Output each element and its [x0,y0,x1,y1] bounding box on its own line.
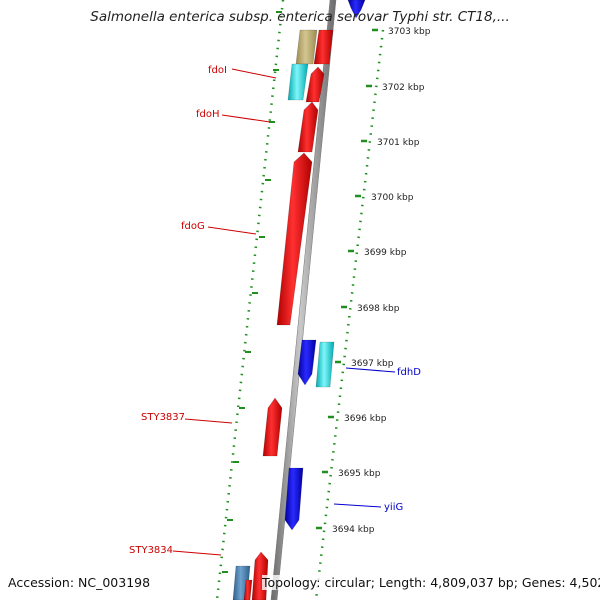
kbp-tick-label: 3699 kbp [364,248,407,258]
gene-label-leader [333,503,382,508]
kbp-tick-label: 3700 kbp [371,193,414,203]
gene-arrow-fdoG[interactable] [276,152,313,326]
outer-ruler-line [314,29,385,600]
gene-label-leader [207,226,257,235]
kbp-tick-label: 3702 kbp [382,83,425,93]
accession-text: Accession: NC_003198 [8,575,151,590]
kbp-tick-label: 3703 kbp [388,27,431,37]
gene-arrow-cyan-upper[interactable] [287,63,309,101]
kbp-tick-label: 3698 kbp [357,304,400,314]
kbp-tick-label: 3697 kbp [351,359,394,369]
gene-arrow-fdhD-blue[interactable] [297,339,317,386]
gene-label-sty3834[interactable]: STY3834 [129,545,173,556]
gene-label-leader [184,418,233,424]
kbp-tick-label: 3694 kbp [332,525,375,535]
gene-label-leader [231,68,277,79]
gene-label-leader [172,550,222,556]
gene-label-sty3837[interactable]: STY3837 [141,412,185,423]
gene-arrow-STY3837[interactable] [262,397,283,457]
gene-label-yiig[interactable]: yiiG [384,502,403,513]
genome-backbone [270,0,337,600]
gene-arrow-fdoI-red[interactable] [313,29,334,65]
gene-label-fdoi[interactable]: fdoI [208,65,227,76]
inner-ruler-line [215,0,285,600]
gene-arrow-fdhD-cyan[interactable] [315,341,335,388]
kbp-tick-label: 3696 kbp [344,414,387,424]
gene-label-fdhd[interactable]: fdhD [397,367,421,378]
map-title: Salmonella enterica subsp. enterica sero… [90,9,510,25]
topology-summary: Topology: circular; Length: 4,809,037 bp… [262,575,600,590]
gene-arrow-small-red[interactable] [243,579,253,600]
gene-label-leader [221,114,271,123]
kbp-tick-label: 3701 kbp [377,138,420,148]
gene-arrow-olive[interactable] [295,29,318,65]
kbp-tick-label: 3695 kbp [338,469,381,479]
gene-label-fdoh[interactable]: fdoH [196,109,220,120]
gene-arrow-yiiG[interactable] [284,467,304,531]
gene-arrow-top-blue[interactable] [347,0,366,19]
gene-arrow-fdoH-part[interactable] [297,101,319,153]
gene-arrow-fdoH-red[interactable] [305,66,325,103]
gene-label-leader [345,367,396,373]
gene-label-fdog[interactable]: fdoG [181,221,205,232]
